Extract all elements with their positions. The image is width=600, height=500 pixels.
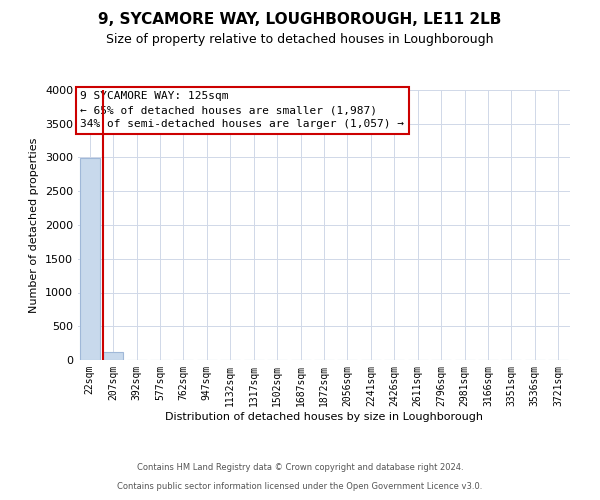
Bar bbox=[103, 352, 123, 360]
X-axis label: Distribution of detached houses by size in Loughborough: Distribution of detached houses by size … bbox=[165, 412, 483, 422]
Y-axis label: Number of detached properties: Number of detached properties bbox=[29, 138, 40, 312]
Text: Contains public sector information licensed under the Open Government Licence v3: Contains public sector information licen… bbox=[118, 482, 482, 491]
Text: Size of property relative to detached houses in Loughborough: Size of property relative to detached ho… bbox=[106, 32, 494, 46]
Text: 9, SYCAMORE WAY, LOUGHBOROUGH, LE11 2LB: 9, SYCAMORE WAY, LOUGHBOROUGH, LE11 2LB bbox=[98, 12, 502, 28]
Text: 9 SYCAMORE WAY: 125sqm
← 65% of detached houses are smaller (1,987)
34% of semi-: 9 SYCAMORE WAY: 125sqm ← 65% of detached… bbox=[80, 92, 404, 130]
Text: Contains HM Land Registry data © Crown copyright and database right 2024.: Contains HM Land Registry data © Crown c… bbox=[137, 464, 463, 472]
Bar bbox=[80, 158, 100, 360]
